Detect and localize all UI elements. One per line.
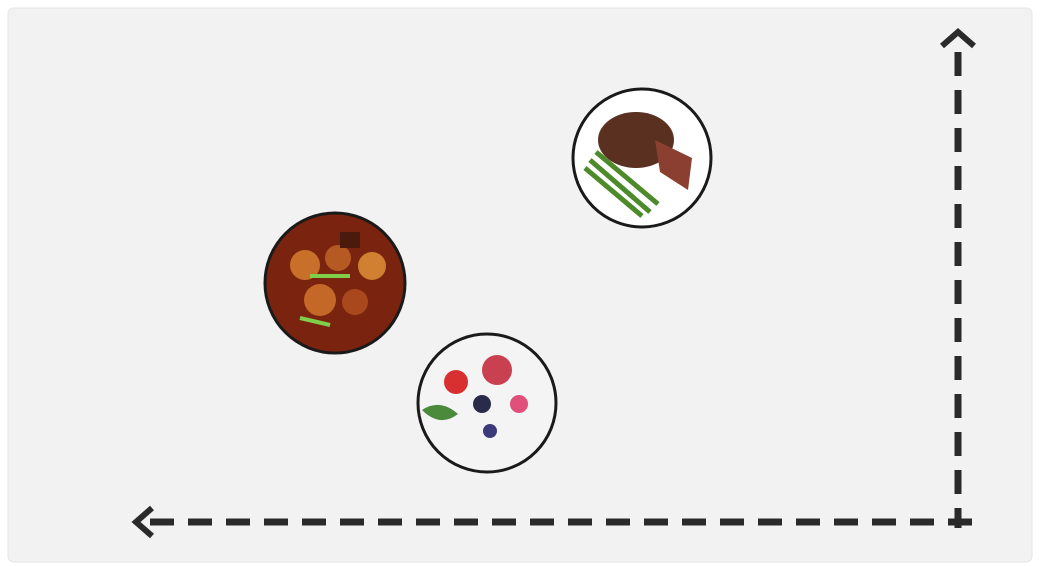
- card: [7, 7, 1033, 563]
- steak-photo: [571, 87, 713, 229]
- stew-photo: [263, 211, 407, 355]
- dessert-photo: [416, 332, 558, 474]
- x-axis-arrow: [131, 505, 154, 539]
- axes: [131, 28, 976, 539]
- y-axis-arrow: [940, 28, 976, 49]
- food-photos: [263, 87, 713, 474]
